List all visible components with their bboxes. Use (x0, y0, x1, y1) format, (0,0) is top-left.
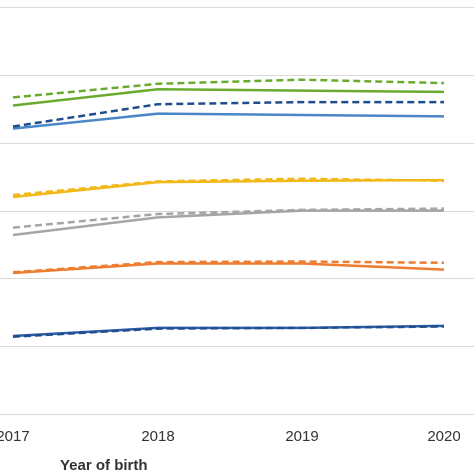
series-line-2 (12, 112, 445, 130)
x-tick-label: 2018 (141, 428, 174, 445)
series-line-7 (12, 207, 445, 229)
series-line-11 (12, 325, 445, 338)
x-axis-title: Year of birth (60, 457, 148, 474)
x-tick-label: 2017 (0, 428, 30, 445)
series-line-9 (12, 260, 445, 274)
series-line-0 (12, 87, 445, 107)
series-layer (12, 78, 445, 338)
series-line-6 (12, 209, 444, 237)
series-line-8 (12, 262, 445, 275)
gridlines (0, 7, 474, 347)
series-line-4 (12, 178, 445, 199)
x-tick-label: 2020 (427, 428, 460, 445)
series-line-1 (12, 78, 445, 99)
x-tick-labels: 2017 2018 2019 2020 (0, 428, 461, 445)
x-tick-label: 2019 (285, 428, 318, 445)
series-line-5 (12, 177, 445, 197)
